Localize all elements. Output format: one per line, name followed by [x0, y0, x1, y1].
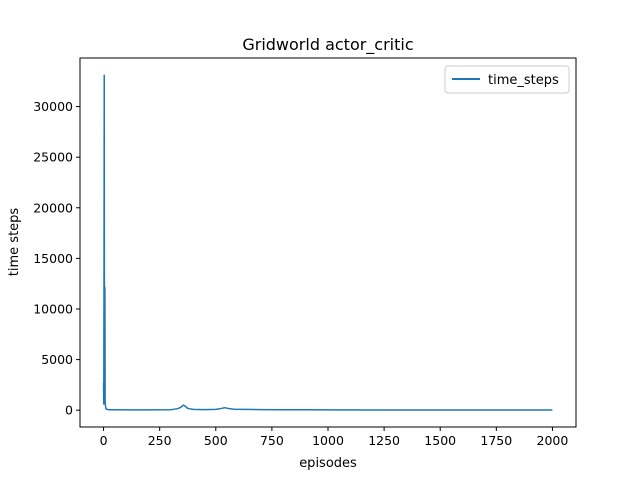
y-tick-label-10000: 10000 — [33, 301, 73, 316]
x-tick-label-1250: 1250 — [368, 433, 400, 448]
y-tick-label-15000: 15000 — [33, 251, 73, 266]
legend: time_steps — [444, 65, 570, 94]
x-tick-label-500: 500 — [204, 433, 228, 448]
chart-title: Gridworld actor_critic — [242, 35, 413, 55]
series-line-time-steps — [102, 74, 553, 411]
y-tick-label-20000: 20000 — [33, 200, 73, 215]
y-tick-label-0: 0 — [65, 403, 73, 418]
x-tick-label-250: 250 — [148, 433, 172, 448]
legend-label-time-steps: time_steps — [488, 73, 559, 88]
y-tick-label-30000: 30000 — [33, 99, 73, 114]
legend-box — [444, 65, 570, 94]
x-tick-label-1000: 1000 — [312, 433, 344, 448]
x-axis-label: episodes — [299, 456, 357, 471]
x-tick-label-2000: 2000 — [537, 433, 569, 448]
y-axis-label: time steps — [7, 208, 22, 277]
y-tick-label-25000: 25000 — [33, 150, 73, 165]
y-axis: 0 5000 10000 15000 20000 25000 30000 — [33, 99, 80, 418]
x-tick-label-750: 750 — [260, 433, 284, 448]
x-tick-label-1500: 1500 — [424, 433, 456, 448]
x-axis: 0 250 500 750 1000 1250 1500 1750 2000 — [100, 427, 569, 448]
x-tick-label-1750: 1750 — [480, 433, 512, 448]
x-tick-label-0: 0 — [100, 433, 108, 448]
y-tick-label-5000: 5000 — [41, 352, 73, 367]
